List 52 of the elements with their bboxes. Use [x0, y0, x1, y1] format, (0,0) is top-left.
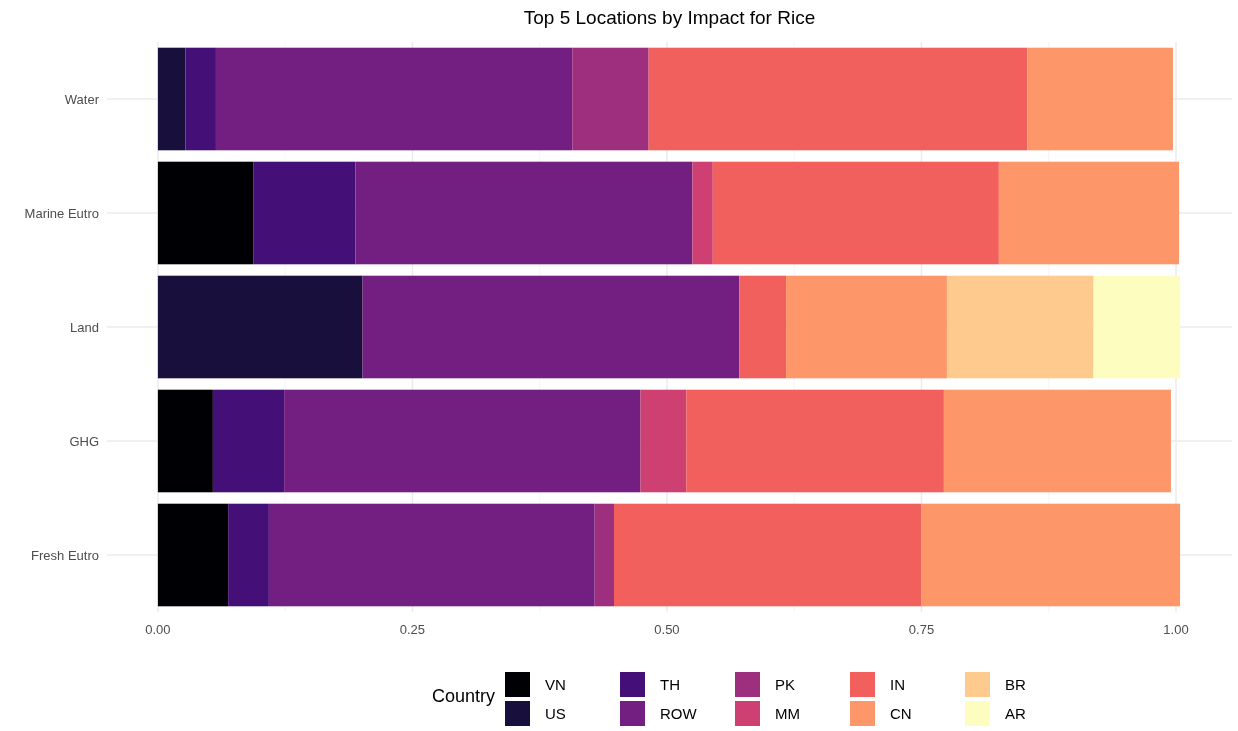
- bar: [362, 275, 740, 379]
- legend-title: Country: [431, 686, 495, 706]
- y-tick-label: GHG: [69, 433, 99, 449]
- bar: [228, 503, 269, 607]
- legend-label: BR: [1005, 676, 1026, 694]
- bar: [215, 47, 573, 151]
- bar: [253, 161, 356, 265]
- x-tick-label: 0.00: [145, 622, 171, 637]
- y-tick-label: Marine Eutro: [24, 205, 99, 221]
- bar: [212, 389, 285, 493]
- bar: [998, 161, 1180, 265]
- bar: [739, 275, 787, 379]
- bar: [268, 503, 595, 607]
- y-tick-label: Fresh Eutro: [31, 547, 99, 563]
- bar: [157, 503, 229, 607]
- bar: [185, 47, 216, 151]
- bar: [355, 161, 693, 265]
- legend-label: ROW: [660, 705, 698, 723]
- bar: [712, 161, 999, 265]
- bar: [157, 161, 254, 265]
- bar: [1027, 47, 1173, 151]
- x-tick-label: 1.00: [1163, 622, 1189, 637]
- bar: [786, 275, 947, 379]
- legend-label: US: [545, 705, 566, 723]
- legend-label: AR: [1005, 705, 1026, 723]
- chart-title: Top 5 Locations by Impact for Rice: [523, 7, 816, 28]
- bar: [640, 389, 687, 493]
- bar: [946, 275, 1094, 379]
- x-tick-label: 0.25: [399, 622, 426, 637]
- bar: [943, 389, 1171, 493]
- bar: [921, 503, 1181, 607]
- legend-label: IN: [890, 676, 905, 694]
- bar: [284, 389, 641, 493]
- x-tick-label: 0.75: [908, 622, 935, 637]
- bar: [686, 389, 944, 493]
- bar: [1093, 275, 1181, 379]
- legend-label: VN: [545, 676, 566, 694]
- x-tick-label: 0.50: [654, 622, 680, 637]
- bar: [157, 47, 186, 151]
- bar: [594, 503, 615, 607]
- legend-label: CN: [890, 705, 912, 723]
- bar: [157, 275, 363, 379]
- y-tick-label: Land: [70, 319, 99, 335]
- y-tick-label: Water: [64, 91, 100, 107]
- bar: [614, 503, 922, 607]
- bar: [572, 47, 649, 151]
- bar: [692, 161, 713, 265]
- legend-label: MM: [775, 705, 800, 723]
- bar: [157, 389, 213, 493]
- legend-label: TH: [660, 676, 680, 694]
- bar: [648, 47, 1028, 151]
- legend-label: PK: [775, 676, 796, 694]
